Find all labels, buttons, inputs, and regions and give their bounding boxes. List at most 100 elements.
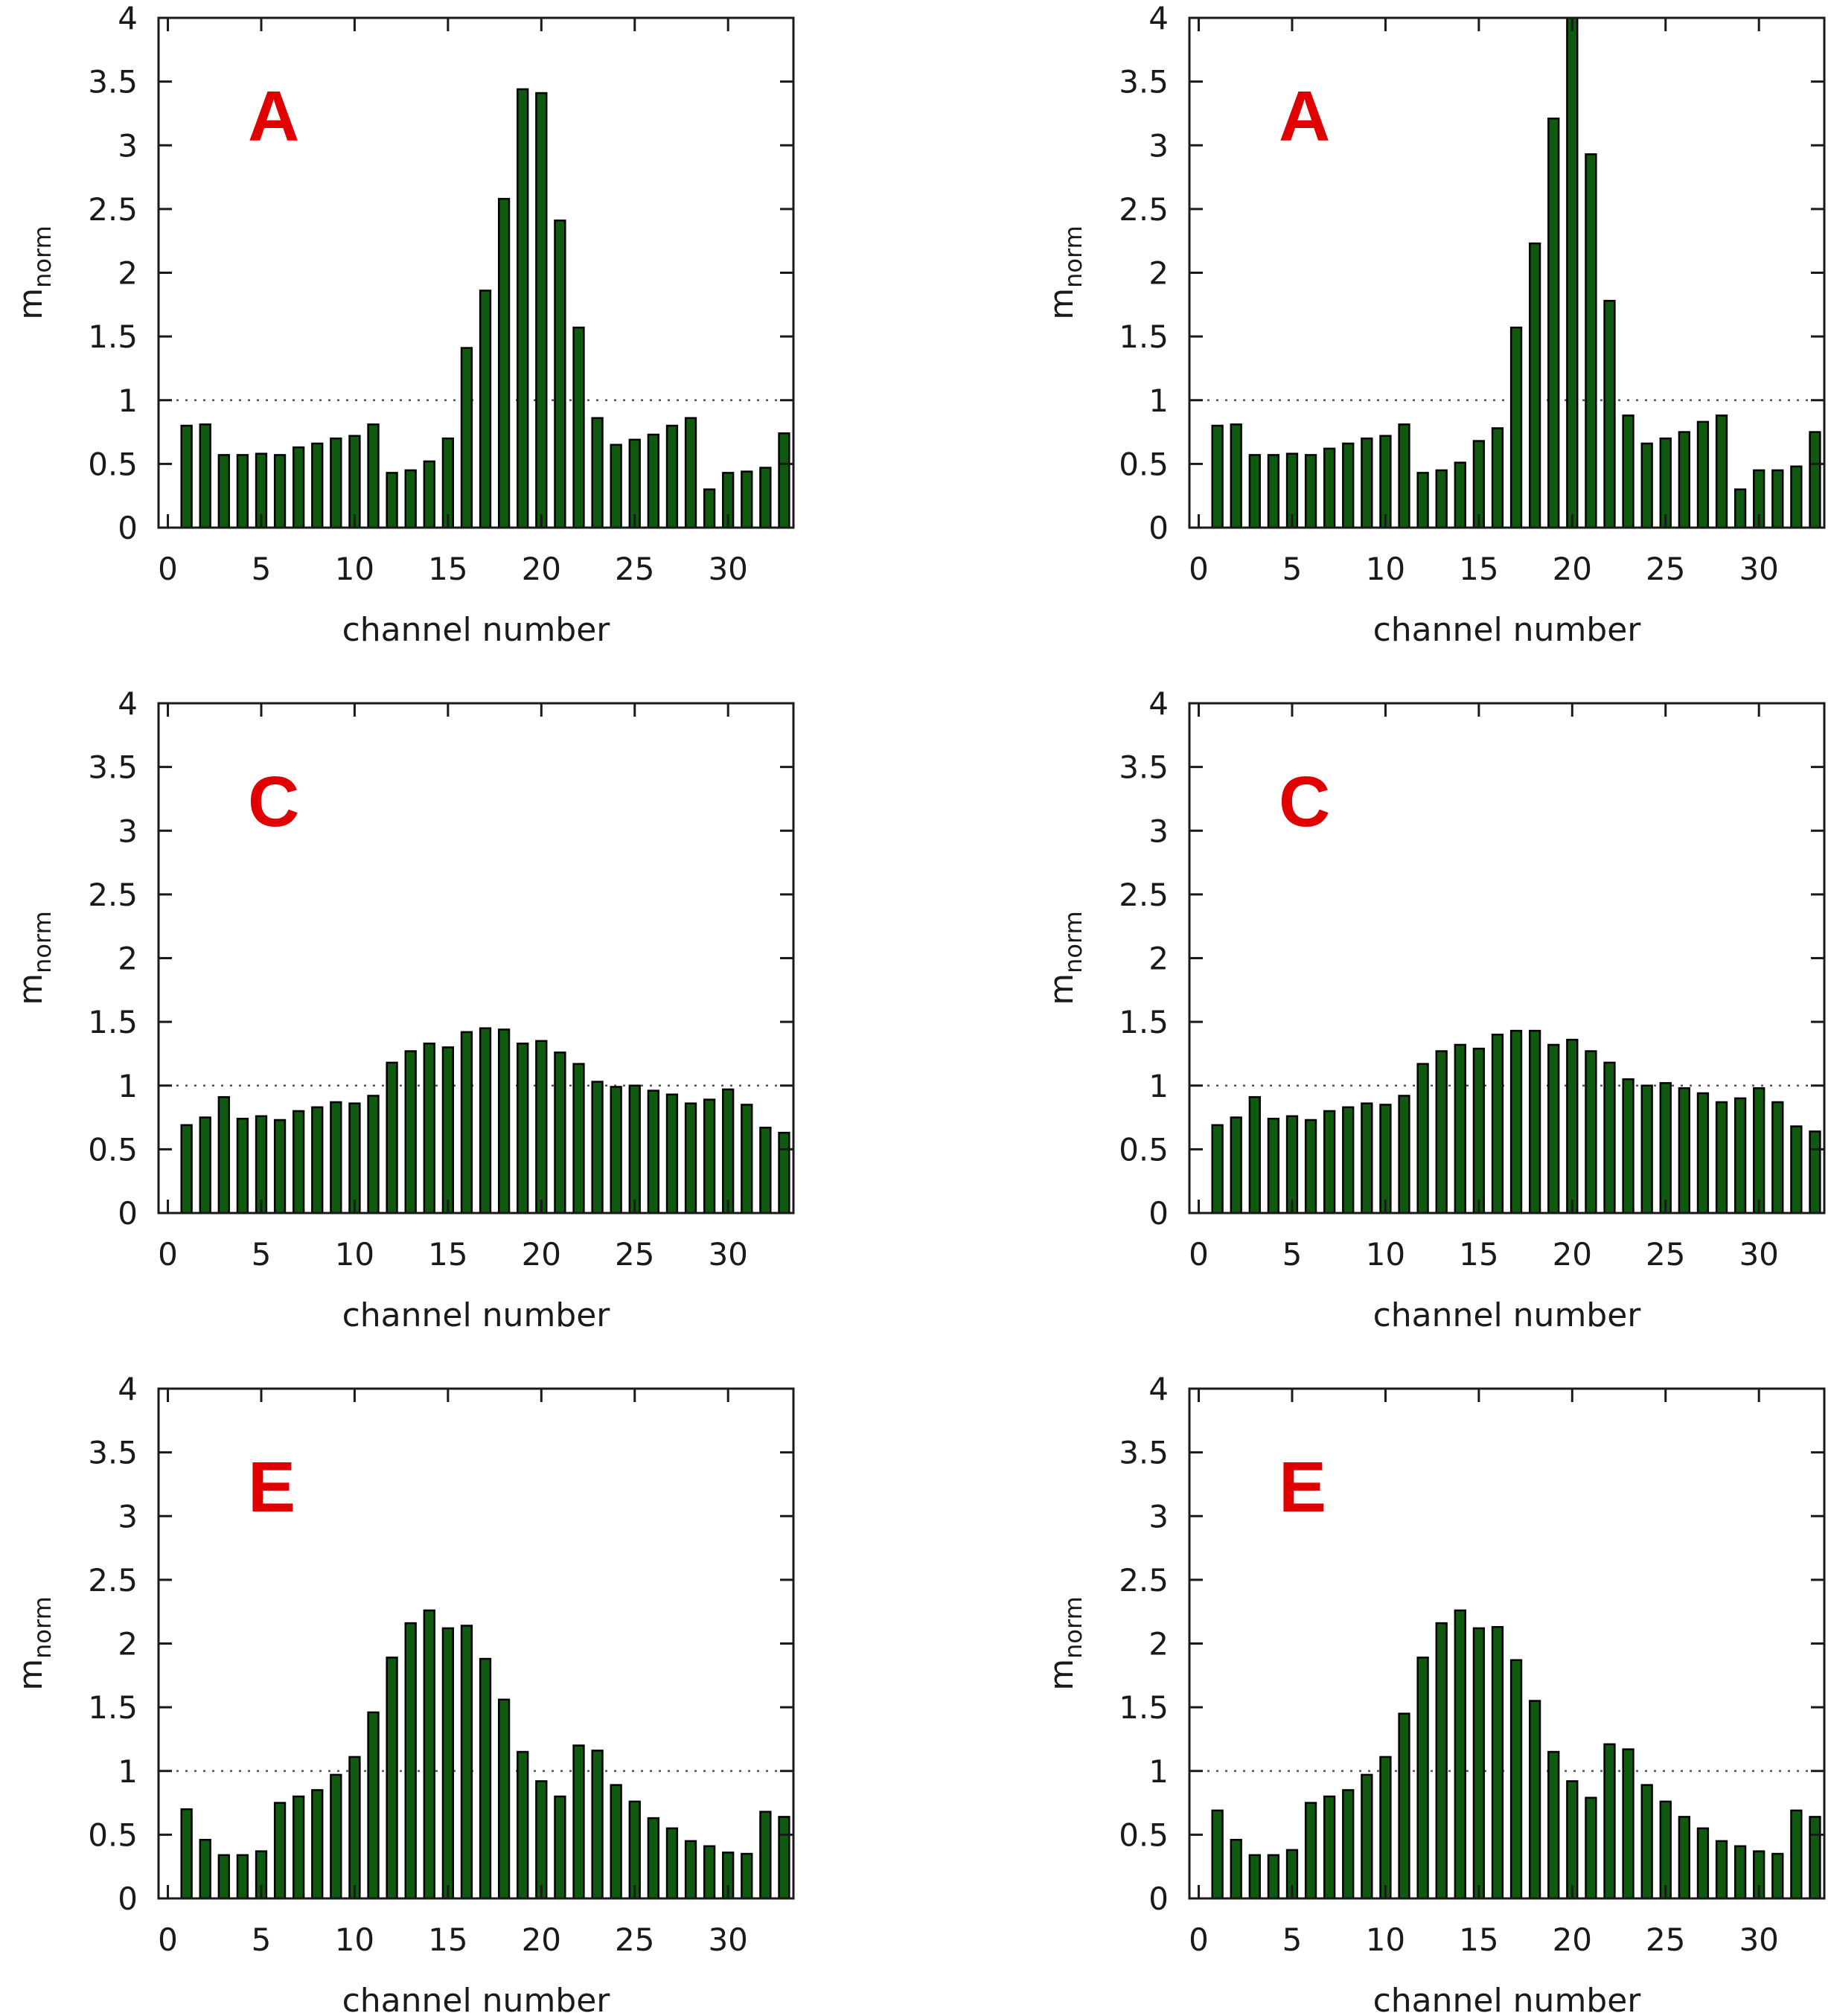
y-tick-label: 2 bbox=[1148, 941, 1169, 977]
x-tick-label: 25 bbox=[615, 1921, 654, 1958]
x-tick-label: 0 bbox=[1189, 1236, 1209, 1273]
bar bbox=[554, 1051, 566, 1215]
bar bbox=[628, 1084, 641, 1215]
x-tick-label: 5 bbox=[252, 1236, 272, 1273]
bar bbox=[1809, 1130, 1821, 1215]
bar bbox=[497, 197, 511, 529]
chart-panel-6: 0 5 10 15 20 25 30 0 0.5 1 1.5 2 2.5 3 3.5 4 channel num… bbox=[1043, 1371, 1826, 2016]
bar bbox=[741, 470, 753, 529]
x-tick-label: 30 bbox=[1739, 1236, 1778, 1273]
bar bbox=[1211, 424, 1224, 529]
x-tick-label: 10 bbox=[335, 551, 374, 587]
y-tick-label: 3 bbox=[118, 1498, 138, 1535]
bar bbox=[1715, 1101, 1728, 1215]
bar bbox=[1528, 242, 1541, 529]
bar bbox=[1416, 472, 1429, 529]
x-axis-title: channel number bbox=[342, 611, 611, 649]
bar bbox=[665, 1827, 679, 1900]
y-axis-title-sub: norm bbox=[28, 1596, 57, 1659]
x-tick-label: 25 bbox=[1646, 1236, 1685, 1273]
bar bbox=[460, 1625, 473, 1900]
y-tick-label: 4 bbox=[118, 0, 138, 36]
y-tick-label: 3.5 bbox=[88, 64, 138, 100]
bar bbox=[1491, 1034, 1504, 1215]
bar bbox=[610, 1086, 622, 1215]
bar bbox=[1248, 1854, 1261, 1900]
y-tick-label: 2 bbox=[1148, 1626, 1169, 1663]
bar bbox=[180, 424, 193, 529]
chart-panel-2: 0 5 10 15 20 25 30 0 0.5 1 1.5 2 2.5 3 3.5 4 channel num… bbox=[1043, 0, 1826, 649]
bar bbox=[330, 1101, 342, 1215]
bar bbox=[1323, 1795, 1336, 1900]
bar bbox=[1472, 1047, 1486, 1215]
x-tick-label: 25 bbox=[1646, 1921, 1685, 1958]
bar bbox=[217, 1854, 230, 1900]
y-axis-title-sub: norm bbox=[28, 911, 57, 973]
y-axis-title: mnorm bbox=[12, 225, 57, 320]
x-axis-title: channel number bbox=[1373, 1982, 1642, 2016]
bar bbox=[1211, 1124, 1224, 1215]
y-axis-title-main: m bbox=[1043, 973, 1081, 1005]
bar bbox=[1696, 1092, 1710, 1215]
bar bbox=[1379, 435, 1392, 529]
bar bbox=[759, 1811, 772, 1900]
bar bbox=[684, 1840, 697, 1900]
y-tick-label: 2 bbox=[118, 1626, 138, 1663]
y-tick-label: 0.5 bbox=[1119, 1131, 1169, 1168]
bar bbox=[1398, 1095, 1410, 1215]
y-tick-label: 3.5 bbox=[88, 1435, 138, 1471]
x-tick-label: 15 bbox=[1459, 551, 1498, 587]
y-tick-label: 4 bbox=[118, 1371, 138, 1407]
bar bbox=[386, 472, 398, 529]
bar bbox=[610, 1784, 622, 1900]
bar bbox=[1416, 1063, 1429, 1215]
bar bbox=[1248, 454, 1261, 529]
y-tick-label: 1 bbox=[1148, 383, 1169, 419]
bar bbox=[1361, 1773, 1373, 1900]
bar bbox=[1640, 1084, 1653, 1215]
bar bbox=[1566, 1038, 1579, 1215]
y-axis-title-sub: norm bbox=[1059, 225, 1087, 288]
x-tick-label: 5 bbox=[252, 551, 272, 587]
bar bbox=[1603, 1743, 1616, 1900]
bar bbox=[1696, 1827, 1710, 1900]
bar bbox=[311, 1106, 324, 1215]
bar bbox=[273, 1119, 287, 1215]
y-tick-label: 0 bbox=[1148, 510, 1169, 546]
x-tick-label: 0 bbox=[158, 551, 178, 587]
x-tick-label: 25 bbox=[615, 1236, 654, 1273]
bar bbox=[517, 88, 529, 529]
y-tick-label: 0.5 bbox=[1119, 1817, 1169, 1853]
x-tick-label: 0 bbox=[158, 1236, 178, 1273]
bar bbox=[1509, 1659, 1523, 1900]
bar bbox=[441, 1046, 455, 1215]
x-tick-label: 0 bbox=[1189, 551, 1209, 587]
bar bbox=[293, 1110, 305, 1215]
bar bbox=[665, 424, 679, 529]
y-axis-title-main: m bbox=[1043, 288, 1081, 320]
bar bbox=[1509, 1029, 1523, 1215]
y-tick-label: 1.5 bbox=[88, 1689, 138, 1726]
x-tick-label: 20 bbox=[1553, 1921, 1592, 1958]
bar bbox=[1361, 437, 1373, 529]
bar bbox=[479, 289, 492, 529]
bar bbox=[1622, 415, 1635, 529]
chart-panel-5: 0 5 10 15 20 25 30 0 0.5 1 1.5 2 2.5 3 3.5 4 channel num… bbox=[12, 1371, 795, 2016]
bar bbox=[1398, 1712, 1410, 1900]
y-tick-label: 1.5 bbox=[88, 1004, 138, 1040]
y-tick-label: 1.5 bbox=[88, 319, 138, 355]
y-tick-label: 3 bbox=[118, 813, 138, 849]
bar bbox=[1491, 427, 1504, 529]
bar bbox=[217, 454, 230, 529]
bar bbox=[1753, 1087, 1766, 1215]
bar bbox=[1659, 1082, 1672, 1215]
y-tick-label: 1.5 bbox=[1119, 319, 1169, 355]
bar bbox=[255, 1115, 268, 1215]
bar bbox=[497, 1028, 511, 1215]
y-tick-label: 0 bbox=[1148, 1881, 1169, 1917]
bar bbox=[591, 1081, 604, 1215]
y-tick-label: 2 bbox=[1148, 255, 1169, 292]
bar bbox=[1771, 1101, 1784, 1215]
bar bbox=[1304, 454, 1317, 529]
bar bbox=[1771, 1852, 1784, 1900]
